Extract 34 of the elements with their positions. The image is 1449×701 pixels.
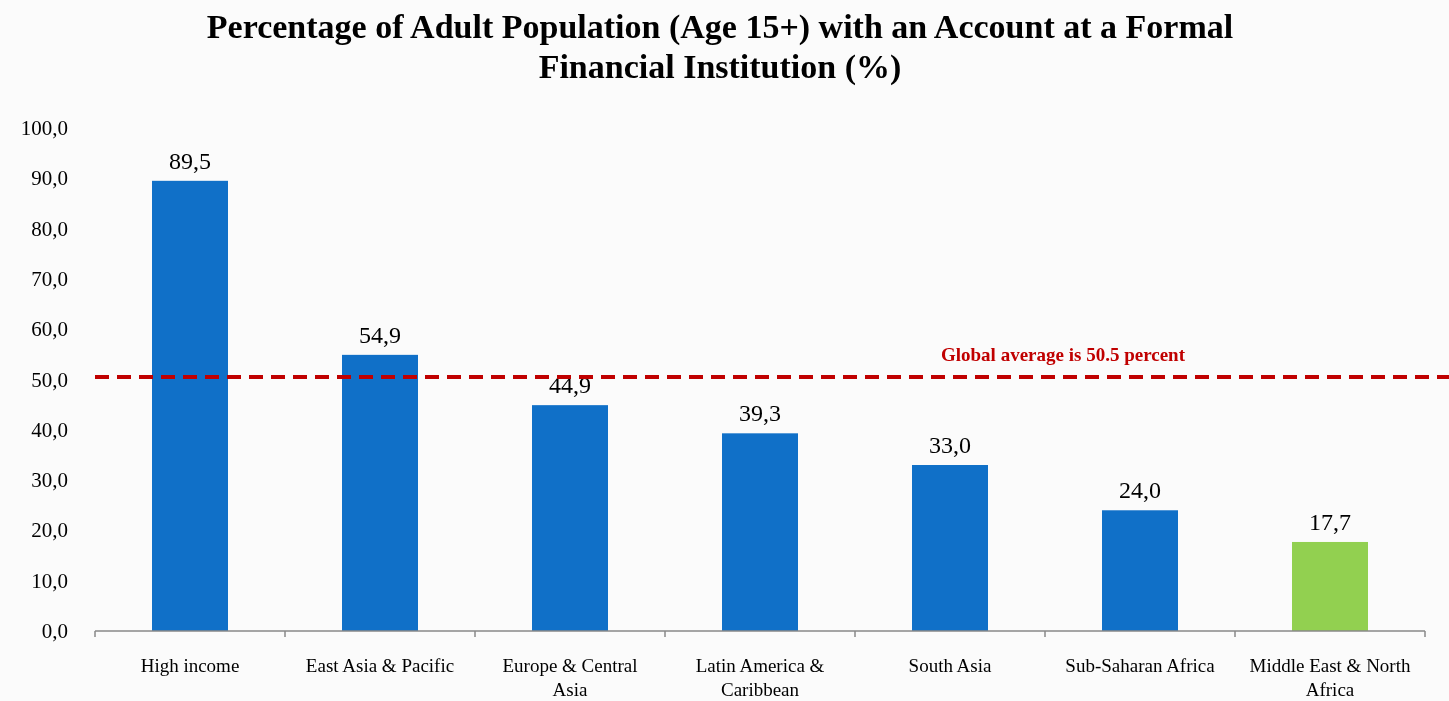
y-tick-label: 40,0	[31, 417, 68, 442]
y-tick-label: 60,0	[31, 317, 68, 342]
chart-title: Percentage of Adult Population (Age 15+) with an Account at a Formal Financial Institution (%)	[206, 8, 1234, 86]
x-tick-label: Latin America & Caribbean	[695, 655, 825, 700]
bar	[912, 465, 988, 631]
y-tick-label: 50,0	[31, 367, 68, 392]
bar	[722, 433, 798, 631]
data-label: 44,9	[549, 372, 591, 399]
bar	[342, 354, 418, 631]
x-tick-label: Sub-Saharan Africa	[1065, 655, 1216, 676]
y-tick-label: 100,0	[20, 116, 68, 140]
x-tick-label: High income	[140, 655, 240, 676]
bar	[1292, 541, 1368, 631]
ref-line-label: Global average is 50.5 percent	[941, 343, 1186, 365]
data-label: 33,0	[929, 432, 971, 459]
y-tick-label: 20,0	[31, 518, 68, 543]
data-label: 89,5	[169, 147, 211, 174]
data-label: 17,7	[1309, 508, 1351, 535]
y-tick-label: 70,0	[31, 266, 68, 291]
x-tick-label: Europe & Central Asia	[502, 655, 638, 700]
bar	[152, 180, 228, 631]
data-label: 39,3	[739, 400, 781, 427]
y-tick-label: 80,0	[31, 216, 68, 241]
data-label: 24,0	[1119, 477, 1161, 504]
x-tick-label: South Asia	[908, 655, 992, 676]
y-tick-label: 30,0	[31, 468, 68, 493]
y-tick-label: 0,0	[41, 619, 68, 643]
y-tick-label: 10,0	[31, 568, 68, 593]
y-tick-label: 90,0	[31, 166, 68, 191]
data-label: 54,9	[359, 321, 401, 348]
x-tick-label: East Asia & Pacific	[305, 655, 455, 676]
bar	[532, 405, 608, 631]
x-tick-label: Middle East & North Africa	[1249, 655, 1411, 700]
bar	[1102, 510, 1178, 631]
